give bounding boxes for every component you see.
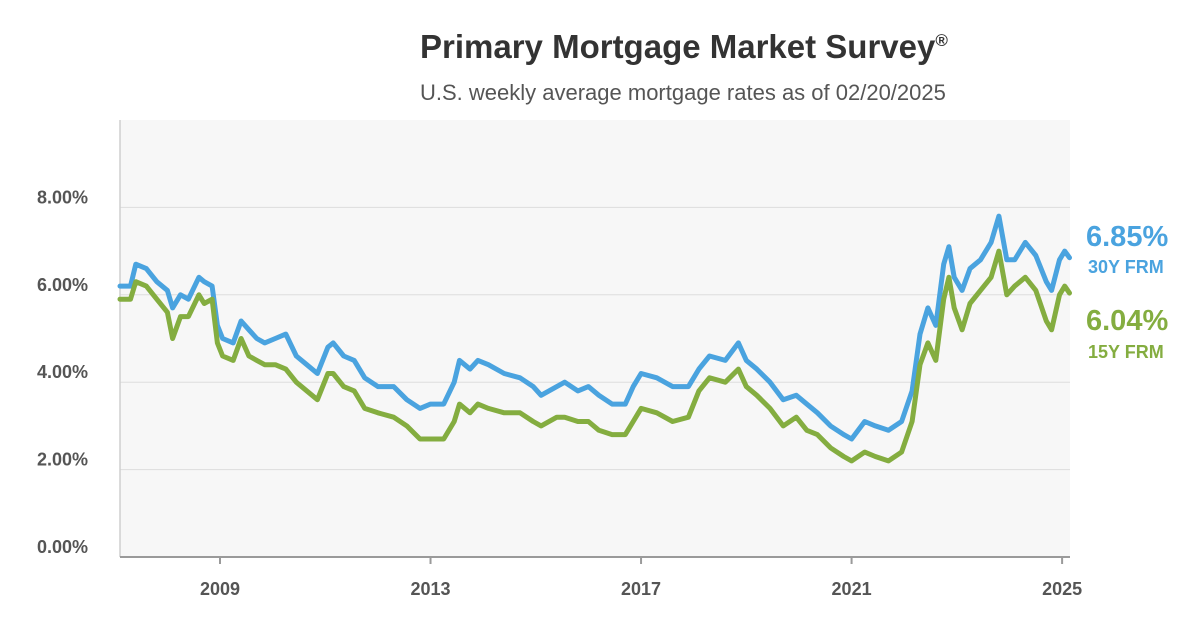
x-axis-ticks: 2009 2013 2017 2021 2025 [200,557,1082,599]
chart-title-text: Primary Mortgage Market Survey [420,28,936,65]
y-tick-label: 0.00% [37,537,88,557]
series-lines [117,213,1072,464]
y-tick-label: 2.00% [37,450,88,470]
y-tick-label: 6.00% [37,275,88,295]
series-latest-value: 6.04% [1086,305,1168,337]
chart-subtitle: U.S. weekly average mortgage rates as of… [420,80,946,105]
registered-mark: ® [935,31,948,50]
y-tick-label: 4.00% [37,362,88,382]
plot-background [120,120,1070,557]
series-name-label: 30Y FRM [1088,257,1164,277]
x-tick-label: 2025 [1042,579,1082,599]
series-end-labels: 6.85% 30Y FRM 6.04% 15Y FRM [1086,221,1168,362]
series-name-label: 15Y FRM [1088,342,1164,362]
x-tick-label: 2017 [621,579,661,599]
series-line-30y-frm [117,213,1072,442]
x-tick-label: 2009 [200,579,240,599]
x-tick-label: 2021 [832,579,872,599]
y-axis-ticks: 0.00% 2.00% 4.00% 6.00% 8.00% [37,187,88,557]
series-line-15y-frm [117,248,1072,464]
chart-title: Primary Mortgage Market Survey® [420,28,948,66]
y-tick-label: 8.00% [37,187,88,207]
grid-lines [120,206,1070,471]
series-latest-value: 6.85% [1086,221,1168,253]
x-tick-label: 2013 [411,579,451,599]
